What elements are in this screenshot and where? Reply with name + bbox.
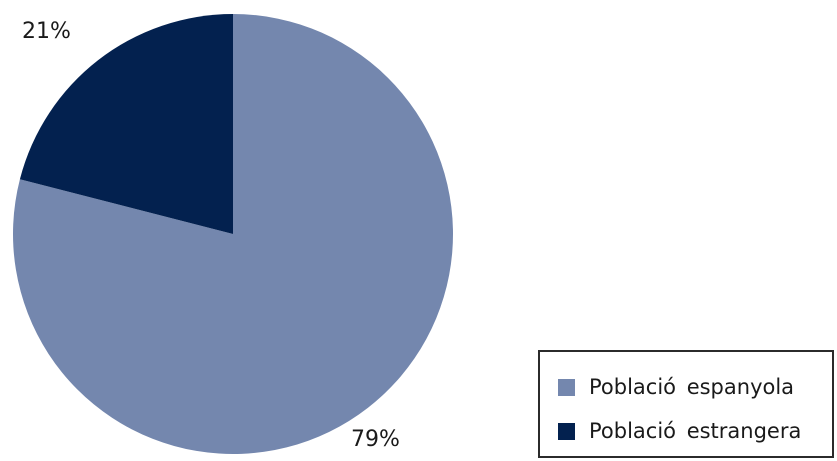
- pie-data-labels: 21% 79%: [22, 19, 400, 452]
- legend-label: Població estrangera: [589, 419, 802, 443]
- legend-label: Població espanyola: [589, 375, 795, 399]
- legend-swatch-poblacio-estrangera: [558, 422, 575, 440]
- pie-slices: [12, 14, 453, 455]
- legend-item-poblacio-espanyola: Població espanyola: [558, 372, 794, 402]
- chart-legend: Població espanyola Població estrangera: [538, 350, 834, 458]
- pie-slice-poblacio-estrangera: [19, 14, 233, 234]
- legend-swatch-poblacio-espanyola: [558, 378, 575, 396]
- data-label-poblacio-estrangera: 21%: [22, 19, 71, 44]
- pie-slice-poblacio-espanyola: [12, 14, 453, 455]
- data-label-poblacio-espanyola: 79%: [351, 427, 400, 452]
- legend-item-poblacio-estrangera: Població estrangera: [558, 416, 801, 446]
